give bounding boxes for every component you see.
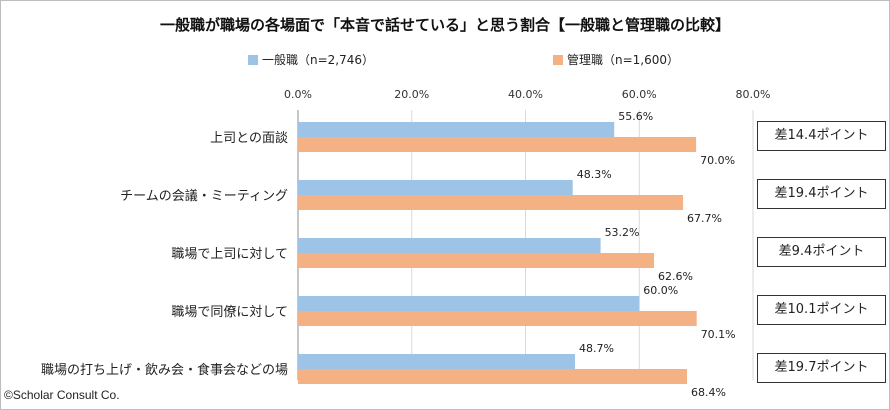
data-label-manager-4: 70.1% xyxy=(701,328,736,341)
difference-box-4: 差10.1ポイント xyxy=(757,295,886,325)
data-label-manager-2: 67.7% xyxy=(687,212,722,225)
x-tick-label-4: 60.0% xyxy=(622,88,657,101)
bar-general-5 xyxy=(298,354,575,369)
difference-box-3: 差9.4ポイント xyxy=(757,237,886,267)
legend-swatch-2 xyxy=(553,55,563,65)
bar-manager-3 xyxy=(298,253,655,268)
data-label-general-1: 55.6% xyxy=(618,110,653,123)
category-label-4: 職場で同僚に対して xyxy=(171,305,288,320)
bar-manager-4 xyxy=(298,311,697,326)
difference-box-5: 差19.7ポイント xyxy=(757,353,886,383)
chart-title: 一般職が職場の各場面で「本音で話せている」と思う割合【一般職と管理職の比較】 xyxy=(160,16,730,34)
category-label-5: 職場の打ち上げ・飲み会・食事会などの場 xyxy=(41,362,288,378)
legend-label-2: 管理職（n=1,600） xyxy=(567,52,679,67)
difference-box-1: 差14.4ポイント xyxy=(757,121,886,151)
bar-general-4 xyxy=(298,296,640,311)
x-tick-label-1: 0.0% xyxy=(284,88,312,101)
legend-swatch-1 xyxy=(248,55,258,65)
bar-general-1 xyxy=(298,122,615,137)
legend-label-1: 一般職（n=2,746） xyxy=(262,52,374,67)
category-label-1: 上司との面談 xyxy=(210,130,288,146)
category-label-2: チームの会議・ミーティング xyxy=(120,189,288,204)
x-tick-label-2: 20.0% xyxy=(394,88,429,101)
bar-general-2 xyxy=(298,180,573,195)
x-tick-label-5: 80.0% xyxy=(736,88,771,101)
difference-box-2: 差19.4ポイント xyxy=(757,179,886,209)
copyright-text: ©Scholar Consult Co. xyxy=(4,388,120,402)
data-label-general-2: 48.3% xyxy=(577,168,612,181)
data-label-general-5: 48.7% xyxy=(579,342,614,355)
bar-manager-2 xyxy=(298,195,684,210)
bar-general-3 xyxy=(298,238,601,253)
bar-manager-5 xyxy=(298,369,688,384)
data-label-manager-3: 62.6% xyxy=(658,270,693,283)
category-label-3: 職場で上司に対して xyxy=(171,247,288,262)
bar-manager-1 xyxy=(298,137,697,152)
x-tick-label-3: 40.0% xyxy=(508,88,543,101)
data-label-manager-1: 70.0% xyxy=(700,154,735,167)
data-label-general-4: 60.0% xyxy=(643,284,678,297)
data-label-manager-5: 68.4% xyxy=(691,386,726,399)
data-label-general-3: 53.2% xyxy=(605,226,640,239)
